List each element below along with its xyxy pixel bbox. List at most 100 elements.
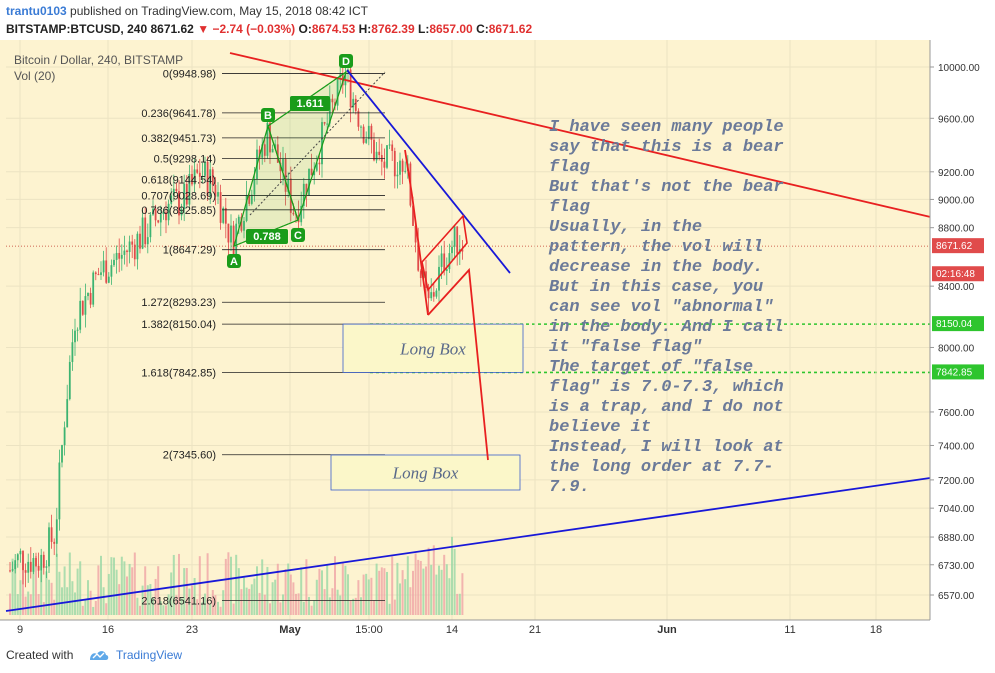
volume-bar <box>287 563 290 615</box>
fib-ratio: 0.786 <box>141 205 169 217</box>
candle-body <box>404 170 407 172</box>
price-tag-label: 8671.62 <box>936 241 973 252</box>
ohlc-line: BITSTAMP:BTCUSD, 240 8671.62 ▼ −2.74 (−0… <box>6 22 532 36</box>
candle-body <box>126 250 128 253</box>
volume-bar <box>289 574 292 615</box>
volume-bar <box>406 556 409 615</box>
x-tick-label: 21 <box>529 624 541 636</box>
time-axis[interactable]: 9 16 23 May 15:00 14 21 Jun 11 18 <box>0 619 995 640</box>
candle-body <box>445 269 448 271</box>
harmonic-point-badge[interactable] <box>227 254 241 268</box>
volume-bar <box>425 566 427 615</box>
volume-bar <box>451 536 453 615</box>
candle-body <box>263 144 266 156</box>
candle-body <box>417 242 420 271</box>
candle-body <box>141 217 144 249</box>
volume-bar <box>214 595 217 615</box>
drawings[interactable] <box>5 52 931 612</box>
harmonic-point-badge[interactable] <box>261 108 275 122</box>
author-link[interactable]: trantu0103 <box>6 4 67 18</box>
flag-channel[interactable] <box>421 214 468 292</box>
volume-bar <box>14 564 17 615</box>
long-box[interactable] <box>330 454 521 491</box>
volume-bar <box>89 590 92 615</box>
candle-body <box>188 173 191 205</box>
fib-paren-open-icon: ( <box>169 367 173 379</box>
volume-bar <box>300 567 303 615</box>
annotation-line: Usually, in the <box>549 218 702 237</box>
candle-body <box>318 162 321 165</box>
harmonic-point-badge[interactable] <box>339 54 353 68</box>
volume-bar <box>328 597 331 615</box>
x-tick-label: Jun <box>657 624 677 636</box>
volume-bar <box>461 573 464 615</box>
fib-paren-open-icon: ( <box>169 190 173 202</box>
volume-bar <box>71 581 74 615</box>
close-label: C: <box>476 22 489 36</box>
fib-level-label: 0.707(9028.69) <box>141 190 216 202</box>
candle-body <box>313 170 316 176</box>
candle-body <box>113 259 115 266</box>
created-with-text: Created with <box>6 648 74 662</box>
candle-body <box>321 122 323 165</box>
volume-bar <box>453 548 456 615</box>
price-chart[interactable]: 0(9948.98)0.236(9641.78)0.382(9451.73)0.… <box>0 40 995 640</box>
candle-body <box>102 260 105 273</box>
harmonic-point-label: A <box>230 256 238 268</box>
tradingview-logo-icon[interactable] <box>88 648 110 662</box>
fib-paren-open-icon: ( <box>169 68 173 80</box>
fib-price: 9451.73 <box>173 133 213 145</box>
volume-bar <box>81 605 84 615</box>
volume-bar <box>432 545 435 615</box>
volume-bar <box>240 589 243 615</box>
volume-bars <box>9 536 464 615</box>
volume-bar <box>209 604 212 615</box>
long-box-label: Long Box <box>399 339 466 358</box>
candle-body <box>63 427 66 446</box>
blue-trend-line[interactable] <box>346 69 511 274</box>
fib-extension[interactable]: 0(9948.98)0.236(9641.78)0.382(9451.73)0.… <box>141 68 385 608</box>
volume-bar <box>334 556 336 615</box>
volume-bar <box>235 554 238 615</box>
volume-bar <box>341 562 344 615</box>
projection-path[interactable] <box>427 267 489 461</box>
fib-price: 8150.04 <box>173 319 213 331</box>
candle-body <box>357 110 360 127</box>
blue-support-line[interactable] <box>5 477 931 612</box>
volume-bar <box>245 587 248 615</box>
fib-ratio: 0.618 <box>141 174 169 186</box>
flag-pole[interactable] <box>404 149 429 316</box>
annotation-line: pattern, the vol will <box>548 238 763 257</box>
fib-paren-close-icon: ) <box>212 367 216 379</box>
candle-body <box>386 145 388 168</box>
high-value: 8762.39 <box>371 22 415 36</box>
tradingview-link[interactable]: TradingView <box>116 648 183 662</box>
candle-body <box>227 223 230 243</box>
fib-paren-close-icon: ) <box>212 174 216 186</box>
candle-body <box>391 144 394 151</box>
price-axis[interactable]: 10000.00 9600.00 9200.00 9000.00 8800.00 8400… <box>929 40 995 620</box>
harmonic-point-badge[interactable] <box>291 228 305 242</box>
red-resistance-line[interactable] <box>229 52 931 218</box>
harmonic-pattern[interactable]: 1.611 0.788 A B C D <box>227 54 386 268</box>
volume-bar <box>435 574 438 615</box>
fib-price: 9298.14 <box>173 153 213 165</box>
long-box[interactable] <box>342 323 524 373</box>
candle-body <box>451 246 453 254</box>
volume-bar <box>438 565 440 615</box>
volume-bar <box>458 593 461 615</box>
long-boxes[interactable]: Long Box Long Box <box>330 323 524 491</box>
fib-level-label: 0.5(9298.14) <box>154 153 216 165</box>
candle-body <box>453 226 456 247</box>
volume-bar <box>261 559 264 615</box>
candle-body <box>139 233 141 249</box>
volume-bar <box>9 593 11 615</box>
candle-body <box>253 179 256 195</box>
price-tag <box>932 238 984 254</box>
fib-ratio: 1.272 <box>141 297 169 309</box>
x-tick-label: 16 <box>102 624 114 636</box>
volume-bar <box>282 594 284 615</box>
candle-body <box>196 169 199 173</box>
candle-body <box>136 233 139 260</box>
